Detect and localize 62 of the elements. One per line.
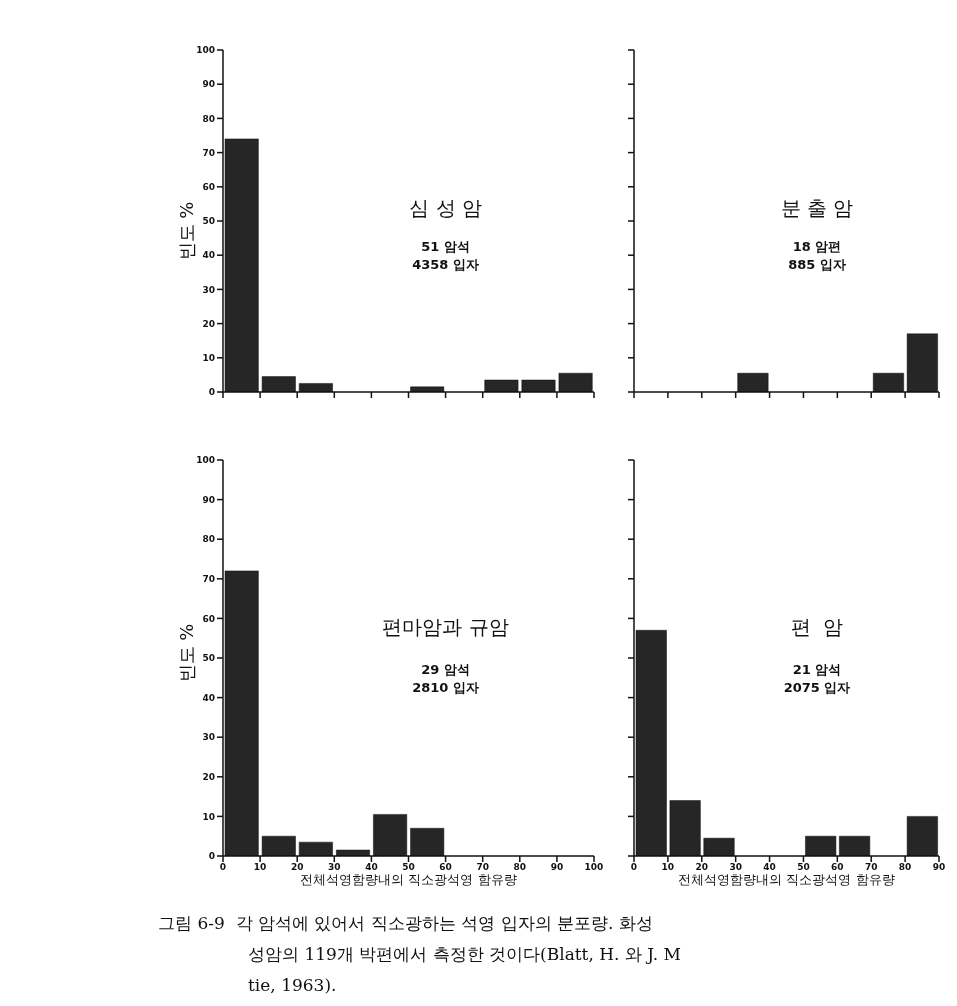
annotation: 18 암편 [791, 238, 843, 257]
annotation: 4358 입자 [411, 256, 480, 275]
y-tick-label: 20 [202, 318, 215, 329]
annotation: 21 암석 [791, 660, 843, 679]
x-tick-label: 60 [439, 862, 452, 873]
y-tick-label: 100 [196, 45, 215, 56]
y-tick-label: 30 [202, 732, 215, 743]
x-tick-label: 0 [219, 862, 227, 873]
x-axis-title: 전체석영함량내의 직소광석영 함유량 [678, 872, 895, 887]
y-tick-label: 60 [202, 182, 215, 192]
y-axis-title: 빈도 % [175, 201, 199, 261]
y-tick-label: 100 [196, 455, 215, 466]
text: 심 성 암 [408, 194, 483, 222]
text: 성암의 119개 박편에서 측정한 것이다(Blatt, H. 와 J. M [247, 943, 682, 966]
x-tick-label: 10 [253, 862, 267, 873]
x-tick-label: 70 [864, 862, 878, 873]
text: tie, 1963). [247, 974, 338, 997]
x-tick-label: 50 [797, 862, 810, 873]
annotation: 29 암석 [420, 660, 471, 679]
y-tick-label: 90 [202, 494, 215, 505]
y-tick-label: 50 [202, 653, 215, 664]
y-axis-title: 빈도 % [175, 623, 199, 683]
x-tick-label: 10 [661, 862, 675, 873]
annotation: 51 암석 [420, 238, 471, 257]
text: 편 암 [789, 614, 845, 642]
x-tick-label: 90 [550, 862, 564, 873]
x-tick-label: 20 [290, 862, 304, 873]
y-tick-label: 40 [202, 692, 215, 703]
text: 분 출 암 [779, 194, 855, 222]
x-tick-label: 90 [932, 862, 946, 873]
y-tick-label: 20 [202, 771, 215, 782]
y-tick-label: 30 [202, 284, 215, 295]
y-tick-label: 60 [202, 613, 215, 624]
x-tick-label: 70 [476, 862, 489, 873]
x-tick-label: 30 [729, 862, 742, 873]
x-axis-title: 전체석영함량내의 직소광석영 함유량 [300, 872, 517, 887]
x-tick-label: 80 [513, 862, 527, 873]
y-tick-label: 70 [202, 147, 215, 158]
text: 편마암과 규암 [381, 614, 510, 642]
y-tick-label: 90 [202, 79, 215, 90]
x-tick-label: 50 [402, 862, 415, 873]
x-tick-label: 20 [695, 862, 709, 873]
y-tick-label: 0 [208, 851, 215, 862]
y-tick-label: 10 [202, 811, 215, 822]
annotation: 2075 입자 [782, 678, 852, 697]
y-tick-label: 0 [208, 387, 215, 398]
y-tick-label: 40 [202, 250, 215, 261]
x-tick-label: 40 [763, 862, 776, 873]
x-tick-label: 60 [831, 862, 844, 873]
x-tick-label: 80 [898, 862, 912, 873]
x-tick-label: 100 [584, 862, 604, 873]
x-tick-label: 40 [365, 862, 378, 873]
y-tick-label: 70 [202, 573, 215, 584]
y-tick-label: 10 [202, 352, 215, 363]
annotation: 2810 입자 [411, 678, 480, 697]
x-tick-label: 30 [328, 862, 341, 873]
x-tick-label: 0 [630, 862, 638, 873]
y-tick-label: 80 [202, 534, 215, 545]
annotation: 885 입자 [787, 256, 847, 275]
y-tick-label: 50 [202, 216, 215, 227]
y-tick-label: 80 [202, 113, 215, 124]
caption: 그림 6-9 각 암석에 있어서 직소광하는 석영 입자의 분포량. 화성 [158, 912, 654, 935]
